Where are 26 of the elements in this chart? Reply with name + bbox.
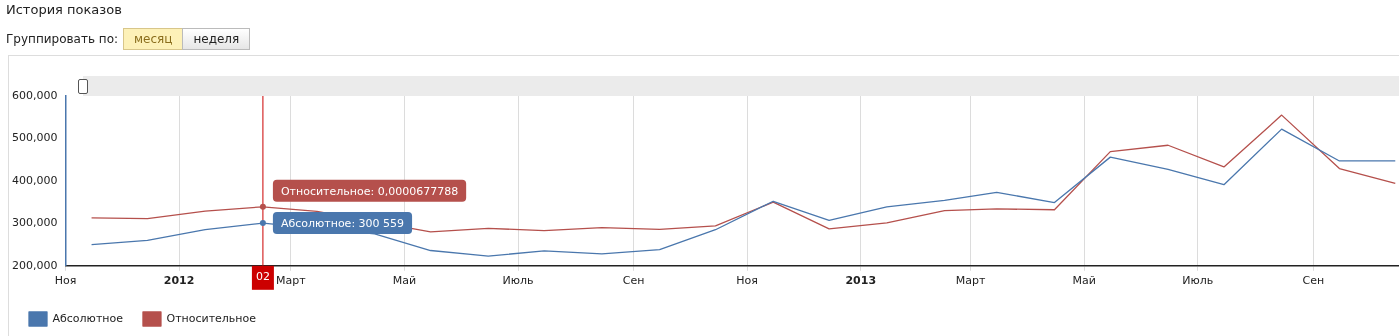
y-tick-label: 200,000 xyxy=(11,258,58,272)
x-tick-label: Сен xyxy=(622,274,645,288)
y-tick-label: 600,000 xyxy=(11,88,58,102)
x-tick-label: 2012 xyxy=(163,274,195,288)
ref-line-label: 02 xyxy=(255,269,270,283)
x-tick-label: Май xyxy=(392,274,417,288)
y-tick-label: 500,000 xyxy=(11,131,58,145)
text: месяц xyxy=(123,28,184,50)
x-tick-label: Сен xyxy=(1302,274,1325,288)
x-tick-label: Ноя xyxy=(54,274,77,288)
x-tick-label: 2013 xyxy=(845,274,877,288)
y-tick-label: 300,000 xyxy=(11,216,58,230)
x-tick-label: Июль xyxy=(502,274,534,288)
annotation: Относительное: 0,0000677788 xyxy=(280,184,459,198)
x-tick-label: Ноя xyxy=(736,274,758,288)
annotation: Абсолютное: 300 559 xyxy=(280,216,405,230)
x-tick-label: Март xyxy=(955,274,987,288)
text: Группировать по: xyxy=(6,32,119,46)
x-tick-label: Март xyxy=(276,274,307,288)
y-tick-label: 400,000 xyxy=(11,173,58,187)
legend-label: Абсолютное xyxy=(52,311,124,325)
chart-title: История показов xyxy=(6,2,122,17)
text: неделя xyxy=(182,28,251,50)
legend-label: Относительное xyxy=(166,311,257,325)
x-tick-label: Май xyxy=(1072,274,1096,288)
x-tick-label: Июль xyxy=(1182,274,1214,288)
